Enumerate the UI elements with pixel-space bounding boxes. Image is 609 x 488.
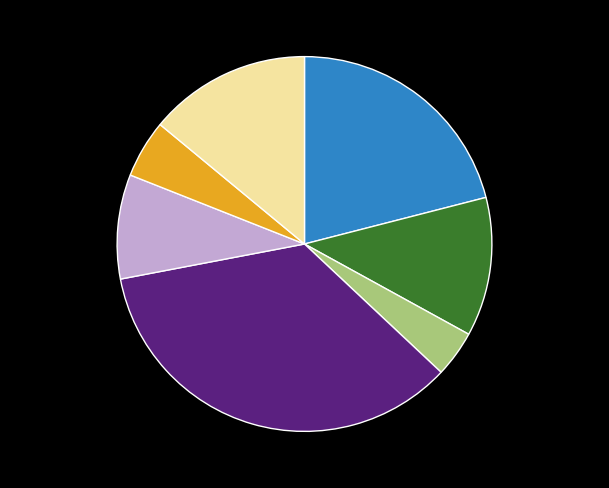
Wedge shape [304, 57, 486, 244]
Wedge shape [130, 124, 304, 244]
Wedge shape [121, 244, 441, 431]
Wedge shape [304, 198, 492, 334]
Wedge shape [160, 57, 304, 244]
Wedge shape [304, 244, 469, 372]
Wedge shape [117, 175, 304, 279]
